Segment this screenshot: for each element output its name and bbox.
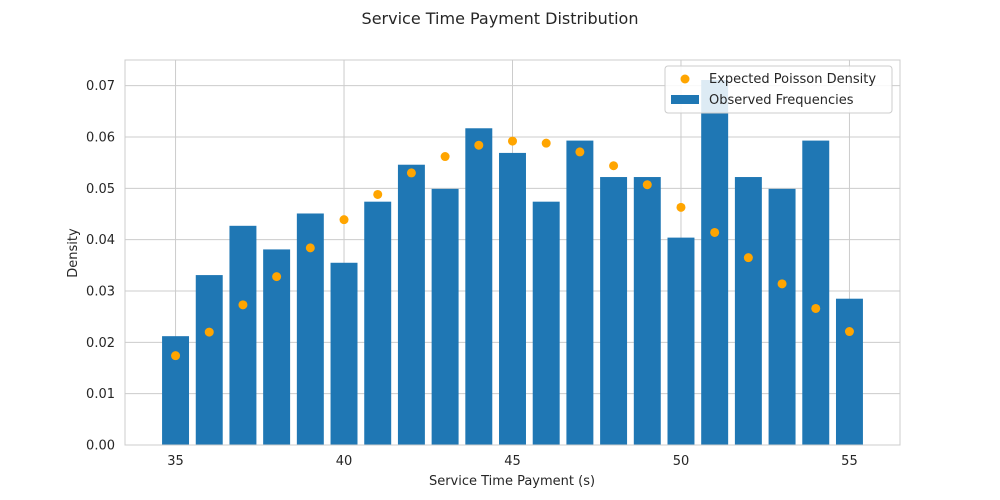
point xyxy=(474,140,484,150)
bar xyxy=(532,201,560,445)
bar xyxy=(263,249,291,445)
x-tick-label: 55 xyxy=(841,454,858,469)
point xyxy=(508,136,517,146)
point xyxy=(743,253,753,263)
x-tick-label: 35 xyxy=(167,454,184,469)
point xyxy=(844,327,854,337)
x-ticks: 35 40 45 50 55 xyxy=(167,454,857,469)
bar xyxy=(835,298,863,445)
point xyxy=(609,161,619,171)
x-tick-label: 45 xyxy=(504,454,521,469)
bar xyxy=(195,275,223,445)
legend-box xyxy=(664,65,893,114)
x-tick-label: 40 xyxy=(336,454,353,469)
y-tick-label: 0.04 xyxy=(86,233,115,248)
point xyxy=(710,227,720,237)
point xyxy=(406,168,416,178)
point xyxy=(440,152,450,162)
bar xyxy=(701,80,729,446)
bar xyxy=(229,225,257,445)
bar xyxy=(667,237,695,445)
legend-marker-expected xyxy=(680,74,690,84)
point xyxy=(642,180,652,190)
point xyxy=(339,215,349,225)
point xyxy=(541,138,551,148)
y-axis-label: Density xyxy=(66,228,81,278)
point xyxy=(676,202,686,212)
point xyxy=(171,351,181,361)
y-tick-label: 0.07 xyxy=(86,79,115,94)
point xyxy=(204,327,214,337)
y-tick-label: 0.05 xyxy=(86,182,115,197)
legend-label-expected: Expected Poisson Density xyxy=(709,72,876,87)
plot-frame xyxy=(124,59,901,446)
y-tick-label: 0.03 xyxy=(86,285,115,300)
point xyxy=(777,279,787,289)
y-ticks: 0.00 0.01 0.02 0.03 0.04 0.05 0.06 0.07 xyxy=(86,79,115,453)
bar xyxy=(566,140,594,446)
point xyxy=(811,303,821,313)
point xyxy=(575,147,585,157)
legend: Expected Poisson Density Observed Freque… xyxy=(664,65,893,114)
y-tick-label: 0.00 xyxy=(86,439,115,454)
bar xyxy=(397,164,425,445)
bar xyxy=(600,177,628,446)
legend-marker-observed xyxy=(671,95,699,104)
y-tick-label: 0.02 xyxy=(86,336,115,351)
bar xyxy=(364,201,392,445)
bar xyxy=(633,177,661,446)
y-tick-label: 0.01 xyxy=(86,387,115,402)
point xyxy=(373,189,383,199)
point xyxy=(238,300,248,310)
x-axis-label: Service Time Payment (s) xyxy=(429,474,595,489)
points xyxy=(171,136,854,361)
bar xyxy=(802,140,830,446)
bar xyxy=(330,262,358,445)
point xyxy=(272,272,282,282)
bar xyxy=(431,188,459,445)
legend-label-observed: Observed Frequencies xyxy=(709,93,854,108)
bar xyxy=(465,128,493,446)
bar xyxy=(499,152,526,445)
x-tick-label: 50 xyxy=(673,454,690,469)
point xyxy=(305,243,315,253)
bar xyxy=(768,188,796,445)
bars xyxy=(162,80,863,446)
chart-title: Service Time Payment Distribution xyxy=(362,9,639,28)
bar xyxy=(734,177,762,446)
y-tick-label: 0.06 xyxy=(86,131,115,146)
